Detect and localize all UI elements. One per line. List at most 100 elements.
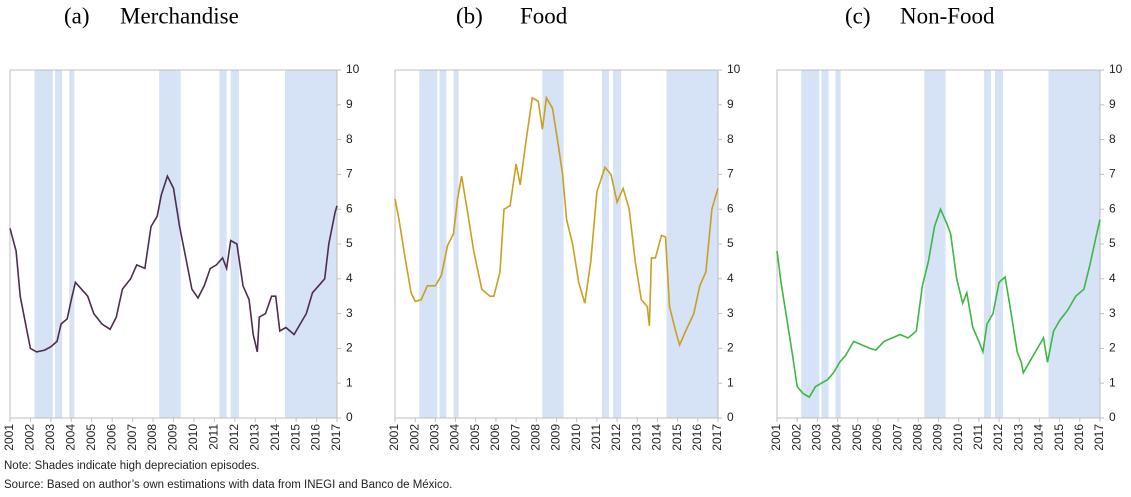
x-tick-label: 2013	[1011, 424, 1025, 451]
x-tick-label: 2005	[850, 424, 864, 451]
shaded-period	[801, 70, 820, 418]
y-tick-label: 1	[1109, 375, 1116, 389]
x-tick-label: 2015	[288, 424, 302, 451]
series-line	[9, 173, 338, 353]
shaded-period	[666, 70, 718, 418]
x-tick-label: 2011	[207, 424, 221, 450]
shaded-period	[835, 70, 841, 418]
y-tick-label: 9	[1109, 97, 1116, 111]
shaded-period	[230, 70, 239, 418]
shaded-period	[439, 70, 447, 418]
note: Note: Shades indicate high depreciation …	[4, 460, 260, 472]
x-tick-label: 2003	[428, 424, 442, 451]
y-tick-label: 7	[346, 167, 353, 181]
y-tick-label: 5	[1109, 236, 1116, 250]
y-tick-label: 0	[1109, 410, 1116, 424]
x-tick-label: 2017	[329, 424, 343, 451]
y-tick-label: 9	[346, 97, 353, 111]
shaded-period	[54, 70, 63, 418]
shaded-period	[924, 70, 946, 418]
x-tick-label: 2004	[830, 424, 844, 451]
shaded-period	[821, 70, 829, 418]
x-tick-label: 2004	[448, 424, 462, 451]
y-tick-label: 10	[727, 62, 741, 76]
shaded-period	[69, 70, 75, 418]
x-tick-label: 2016	[690, 424, 704, 451]
chart-title: Merchandise	[120, 3, 239, 28]
y-tick-label: 4	[346, 271, 353, 285]
y-tick-label: 10	[1109, 62, 1123, 76]
shaded-period	[159, 70, 181, 418]
x-tick-label: 2013	[247, 424, 261, 451]
y-tick-label: 2	[346, 341, 353, 355]
y-tick-label: 3	[346, 306, 353, 320]
x-tick-label: 2015	[670, 424, 684, 451]
x-tick-label: 2013	[629, 424, 643, 451]
y-tick-label: 3	[727, 306, 734, 320]
x-tick-label: 2016	[1072, 424, 1086, 451]
x-tick-label: 2007	[125, 424, 139, 451]
y-tick-label: 6	[727, 201, 734, 215]
x-tick-label: 2001	[387, 424, 401, 451]
x-tick-label: 2011	[589, 424, 603, 450]
x-tick-label: 2009	[549, 424, 563, 451]
y-tick-label: 8	[727, 132, 734, 146]
shaded-period	[453, 70, 459, 418]
x-tick-label: 2014	[650, 424, 664, 451]
panel-label: (b)	[456, 3, 483, 28]
y-tick-label: 4	[1109, 271, 1116, 285]
x-tick-label: 2012	[609, 424, 623, 451]
x-tick-label: 2007	[890, 424, 904, 451]
x-tick-label: 2002	[407, 424, 421, 451]
y-tick-label: 9	[727, 97, 734, 111]
y-tick-label: 5	[346, 236, 353, 250]
y-tick-label: 6	[346, 201, 353, 215]
x-tick-label: 2014	[1032, 424, 1046, 451]
x-tick-label: 2002	[23, 424, 37, 451]
x-tick-label: 2006	[104, 424, 118, 451]
shaded-period	[983, 70, 991, 418]
x-tick-label: 2003	[43, 424, 57, 451]
x-tick-label: 2014	[268, 424, 282, 451]
y-tick-label: 1	[727, 375, 734, 389]
x-tick-label: 2004	[63, 424, 77, 451]
x-tick-label: 2010	[951, 424, 965, 451]
y-tick-label: 0	[346, 410, 353, 424]
series-line	[394, 95, 719, 348]
source: Source: Based on author’s own estimation…	[4, 479, 452, 491]
y-tick-label: 0	[727, 410, 734, 424]
y-tick-label: 3	[1109, 306, 1116, 320]
panel-label: (c)	[845, 3, 871, 28]
x-tick-label: 2008	[145, 424, 159, 451]
chart-title: Food	[520, 3, 568, 28]
panel-label: (a)	[64, 3, 90, 28]
x-tick-label: 2016	[309, 424, 323, 451]
x-tick-label: 2010	[569, 424, 583, 451]
shaded-period	[219, 70, 227, 418]
y-tick-label: 7	[1109, 167, 1116, 181]
y-tick-label: 10	[346, 62, 360, 76]
x-tick-label: 2015	[1052, 424, 1066, 451]
x-tick-label: 2012	[991, 424, 1005, 451]
x-tick-label: 2005	[84, 424, 98, 451]
x-tick-label: 2010	[186, 424, 200, 451]
x-tick-label: 2005	[468, 424, 482, 451]
y-tick-label: 1	[346, 375, 353, 389]
x-tick-label: 2001	[769, 424, 783, 451]
x-tick-label: 2008	[528, 424, 542, 451]
x-tick-label: 2009	[166, 424, 180, 451]
x-tick-label: 2003	[810, 424, 824, 451]
shaded-period	[601, 70, 609, 418]
y-tick-label: 5	[727, 236, 734, 250]
y-tick-label: 2	[727, 341, 734, 355]
y-tick-label: 4	[727, 271, 734, 285]
shaded-period	[34, 70, 53, 418]
x-tick-label: 2007	[508, 424, 522, 451]
x-tick-label: 2006	[870, 424, 884, 451]
shaded-period	[419, 70, 438, 418]
x-tick-label: 2011	[971, 424, 985, 450]
x-tick-label: 2009	[931, 424, 945, 451]
y-tick-label: 8	[346, 132, 353, 146]
x-tick-label: 2012	[227, 424, 241, 451]
